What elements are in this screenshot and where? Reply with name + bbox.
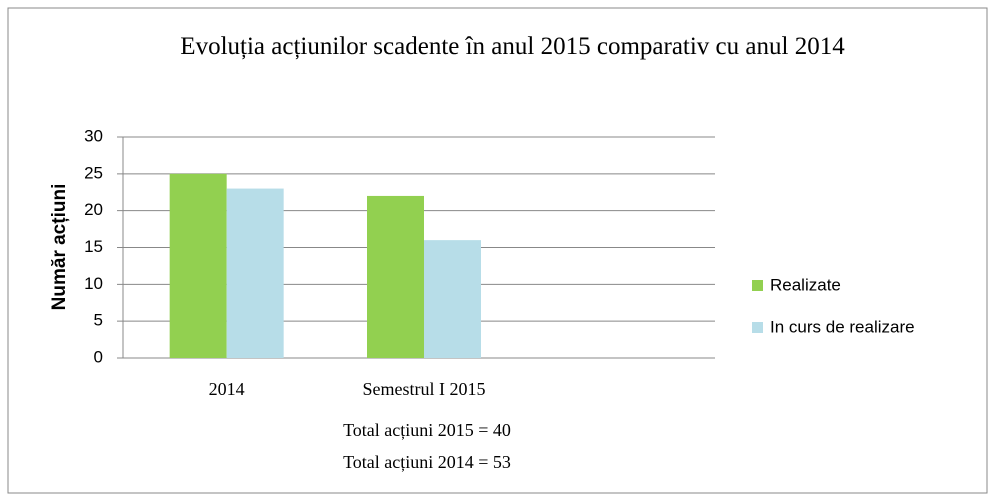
legend-label: In curs de realizare: [770, 317, 915, 336]
y-tick-label: 30: [84, 126, 103, 145]
bar: [424, 240, 481, 358]
y-tick-label: 20: [84, 200, 103, 219]
legend-swatch: [752, 280, 763, 291]
legend-swatch: [752, 322, 763, 333]
y-tick-label: 25: [84, 163, 103, 182]
y-tick-label: 15: [84, 237, 103, 256]
annotation: Total acțiuni 2015 = 40: [343, 420, 511, 440]
bar: [169, 173, 227, 358]
legend-label: Realizate: [770, 275, 841, 294]
y-tick-label: 10: [84, 274, 103, 293]
y-tick-label: 0: [94, 347, 103, 366]
chart-title: Evoluția acțiunilor scadente în anul 201…: [180, 33, 845, 60]
y-axis-label: Număr acțiuni: [49, 184, 70, 311]
x-tick-label: Semestrul I 2015: [363, 379, 486, 399]
y-tick-label: 5: [94, 311, 103, 330]
bar: [226, 188, 284, 358]
annotation: Total acțiuni 2014 = 53: [343, 452, 511, 472]
x-tick-label: 2014: [209, 379, 245, 399]
bar: [367, 195, 424, 358]
